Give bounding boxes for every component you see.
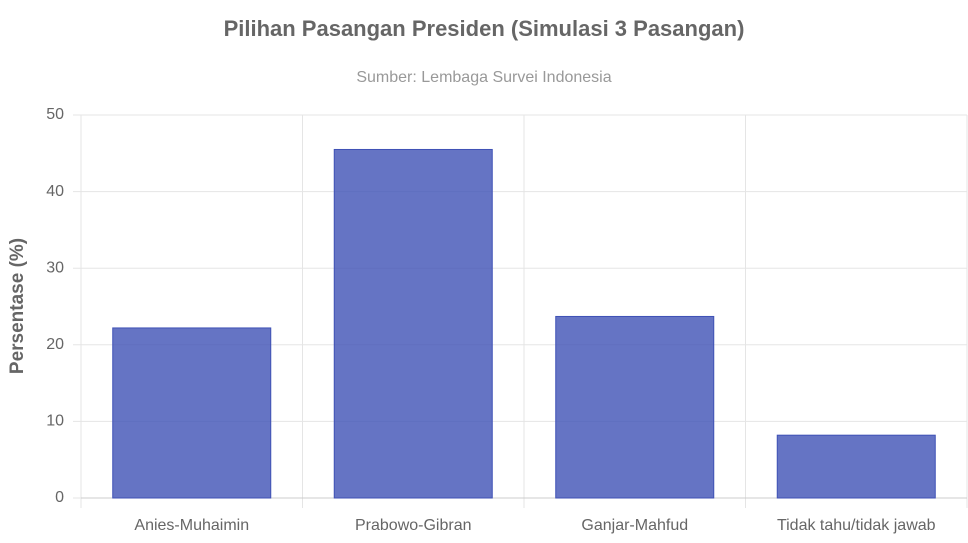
y-axis-label: Persentase (%) <box>7 238 28 374</box>
chart-title: Pilihan Pasangan Presiden (Simulasi 3 Pa… <box>224 16 745 41</box>
y-tick-label: 40 <box>46 183 64 200</box>
chart-subtitle: Sumber: Lembaga Survei Indonesia <box>356 69 611 86</box>
y-tick-label: 50 <box>46 106 64 123</box>
x-tick-label: Anies-Muhaimin <box>134 517 249 534</box>
bar <box>555 315 715 499</box>
y-tick-label: 10 <box>46 413 64 430</box>
x-tick-label: Ganjar-Mahfud <box>581 517 688 534</box>
bar <box>112 327 272 499</box>
bar <box>776 434 936 499</box>
bar <box>333 148 493 499</box>
x-tick-label: Tidak tahu/tidak jawab <box>777 517 936 534</box>
y-tick-label: 20 <box>46 336 64 353</box>
y-tick-label: 30 <box>46 259 64 276</box>
y-tick-label: 0 <box>55 489 64 506</box>
x-tick-label: Prabowo-Gibran <box>355 517 472 534</box>
